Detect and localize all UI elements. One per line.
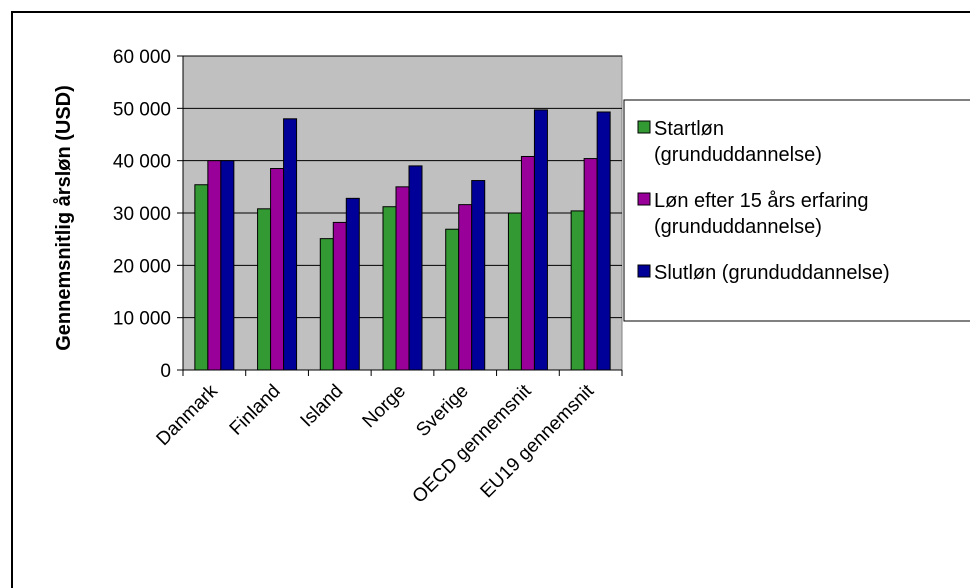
legend: Startløn (grunduddannelse)Løn efter 15 år… (623, 99, 970, 322)
legend-label-line: Løn efter 15 års erfaring (654, 190, 869, 212)
plot-area: 0 10 000 20 000 30 000 40 000 50 000 60 000 Dan… (113, 47, 623, 508)
bar (207, 160, 222, 371)
y-tick-label: 30 000 (113, 204, 171, 225)
x-tick-label: Finland (226, 381, 285, 440)
bar (319, 238, 334, 371)
x-tick-label: Island (297, 381, 348, 432)
y-tick-label: 0 (160, 361, 171, 382)
y-tick-label: 50 000 (113, 99, 171, 120)
legend-box (623, 99, 970, 322)
y-axis-label: Gennemsnitlig årsløn (USD) (52, 85, 75, 351)
legend-label: Løn efter 15 års erfaring (grunduddannels… (654, 190, 869, 238)
y-tick-label: 40 000 (113, 152, 171, 173)
bar (194, 184, 209, 371)
legend-swatch (637, 120, 651, 134)
bar (382, 206, 397, 371)
bar (507, 212, 522, 371)
bar-chart: Gennemsnitlig årsløn (USD) 0 10 000 20 000… (52, 47, 970, 508)
bar (596, 111, 611, 371)
bar (471, 180, 486, 371)
bar (345, 197, 360, 371)
legend-label-line: Slutløn (grunduddannelse) (654, 262, 890, 284)
x-tick-label: OECD gennemsnit (409, 380, 536, 507)
x-tick-label: Sverige (412, 381, 472, 441)
bar (445, 228, 460, 371)
legend-label-line: (grunduddannelse) (654, 216, 822, 238)
bar (458, 204, 473, 371)
legend-label-line: Startløn (654, 118, 724, 140)
bar (270, 168, 285, 371)
bar (520, 155, 535, 371)
legend-label: Slutløn (grunduddannelse) (654, 262, 890, 284)
legend-swatch (637, 192, 651, 206)
y-tick-label: 10 000 (113, 309, 171, 330)
legend-swatch (637, 264, 651, 278)
chart-frame: Gennemsnitlig årsløn (USD) 0 10 000 20 000… (11, 11, 970, 588)
x-tick-label: EU19 gennemsnit (477, 380, 599, 502)
bar (408, 165, 423, 371)
y-tick-label: 20 000 (113, 256, 171, 277)
bar (583, 158, 598, 371)
bar (220, 160, 235, 371)
bar (395, 186, 410, 371)
bar (570, 210, 585, 371)
x-tick-label: Norge (359, 381, 410, 432)
bar (533, 109, 548, 371)
legend-label-line: (grunduddannelse) (654, 144, 822, 166)
y-tick-label: 60 000 (113, 47, 171, 68)
bar (332, 221, 347, 371)
bar (283, 118, 298, 371)
bar (257, 208, 272, 371)
legend-label: Startløn (grunduddannelse) (654, 118, 822, 166)
x-tick-label: Danmark (153, 380, 223, 450)
